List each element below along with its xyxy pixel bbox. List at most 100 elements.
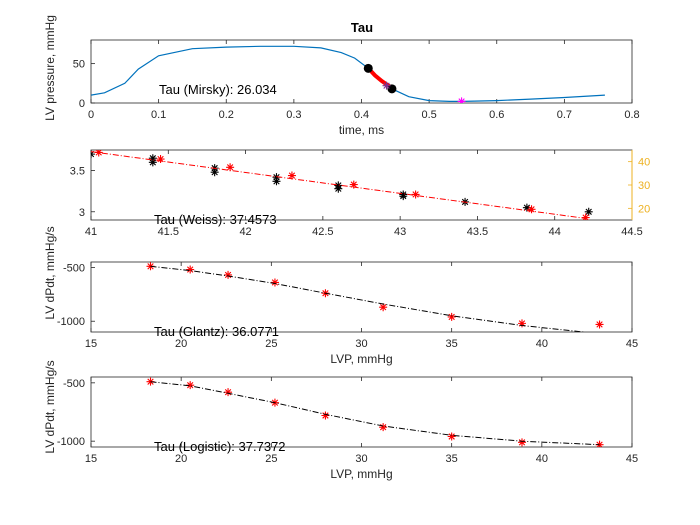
plot-frame xyxy=(90,149,633,221)
y-tick-label: -1000 xyxy=(57,436,85,448)
data-point-black xyxy=(272,173,281,182)
x-axis-label-p3: LVP, mmHg xyxy=(330,352,392,366)
data-point-black xyxy=(148,158,157,167)
y-axis-label-pressure: LV pressure, mmHg xyxy=(43,15,57,121)
x-tick-label: 35 xyxy=(446,453,458,465)
x-tick-label: 35 xyxy=(446,338,458,350)
data-point-red xyxy=(186,381,195,390)
x-tick-label: 41 xyxy=(85,226,97,238)
y2-tick-label: 30 xyxy=(638,180,650,192)
y-tick-label: -500 xyxy=(63,378,85,390)
x-tick-label: 0.1 xyxy=(151,109,166,121)
fit-line xyxy=(91,151,586,219)
data-point-black xyxy=(91,150,95,159)
x-tick-label: 41.5 xyxy=(158,226,179,238)
data-point-red xyxy=(226,163,235,172)
data-point-red xyxy=(379,303,388,312)
star-marker xyxy=(382,81,391,90)
x-tick-label: 44 xyxy=(549,226,561,238)
data-point-red xyxy=(595,440,604,447)
data-point-red xyxy=(447,432,456,441)
x-tick-label: 30 xyxy=(355,338,367,350)
data-point-red xyxy=(517,438,526,447)
data-point-red xyxy=(321,411,330,420)
data-point-red xyxy=(156,155,165,164)
x-axis-label: LVP, mmHg xyxy=(330,467,392,481)
data-point-red xyxy=(379,423,388,432)
data-point-black xyxy=(522,203,531,212)
x-tick-label: 40 xyxy=(536,338,548,350)
x-tick-label: 20 xyxy=(175,338,187,350)
data-point-red xyxy=(411,190,420,199)
data-point-red xyxy=(581,213,590,220)
fit-line xyxy=(150,381,600,446)
minimum-marker xyxy=(457,97,466,103)
x-tick-label: 30 xyxy=(355,453,367,465)
data-point-red xyxy=(287,171,296,180)
x-tick-label: 0 xyxy=(88,109,94,121)
x-tick-label: 20 xyxy=(175,453,187,465)
y-axis-label-dpdt-upper: LV dPdt, mmHg/s xyxy=(43,226,57,319)
y2-tick-label: 40 xyxy=(638,157,650,169)
x-axis-label: time, ms xyxy=(339,123,384,137)
series-group xyxy=(146,262,604,332)
x-tick-label: 25 xyxy=(265,453,277,465)
data-point-red xyxy=(270,278,279,287)
x-tick-label: 42 xyxy=(239,226,251,238)
series-group xyxy=(91,45,605,103)
x-tick-label: 15 xyxy=(85,338,97,350)
data-point-red xyxy=(224,270,233,279)
data-point-red xyxy=(186,265,195,274)
x-tick-label: 43.5 xyxy=(467,226,488,238)
data-point-red xyxy=(517,319,526,328)
axes-p4: 15 20 25 30 35 40 45 -1000 -500 LVP, mmHg Tau (Log… xyxy=(57,376,638,481)
fit-endpoint xyxy=(387,84,397,94)
plot-frame xyxy=(90,376,633,448)
tau-annotation: Tau (Logistic): 37.7372 xyxy=(154,439,286,454)
fit-endpoint xyxy=(363,63,373,73)
axes-p3: 15 20 25 30 35 40 45 -1000 -500 Tau (Glantz): 36.… xyxy=(57,261,638,350)
x-tick-label: 44.5 xyxy=(621,226,642,238)
x-tick-label: 45 xyxy=(626,338,638,350)
x-tick-label: 0.6 xyxy=(489,109,504,121)
x-tick-label: 0.7 xyxy=(557,109,572,121)
data-point-red xyxy=(94,150,103,157)
x-tick-label: 0.3 xyxy=(286,109,301,121)
data-point-red xyxy=(527,205,536,214)
series-group xyxy=(146,377,604,447)
data-point-red xyxy=(447,312,456,321)
y-tick-label: 0 xyxy=(79,98,85,110)
x-tick-label: 45 xyxy=(626,453,638,465)
tau-annotation: Tau (Weiss): 37.4573 xyxy=(154,212,277,227)
data-point-black xyxy=(148,154,157,163)
axes-p1: 0 0.1 0.2 0.3 0.4 0.5 0.6 0.7 0.8 0 50 time, ms Tau … xyxy=(73,39,640,137)
data-point-red xyxy=(224,388,233,397)
figure-title: Tau xyxy=(351,20,373,35)
x-tick-label: 40 xyxy=(536,453,548,465)
x-tick-label: 15 xyxy=(85,453,97,465)
x-tick-label: 0.5 xyxy=(421,109,436,121)
plot-frame xyxy=(90,261,633,333)
data-point-black xyxy=(399,192,408,201)
y-tick-label: -500 xyxy=(63,262,85,274)
data-point-black xyxy=(272,177,281,186)
y-tick-label: -1000 xyxy=(57,316,85,328)
x-tick-label: 43 xyxy=(394,226,406,238)
y-tick-label: 3.5 xyxy=(70,166,85,178)
x-tick-label: 25 xyxy=(265,338,277,350)
x-tick-label: 42.5 xyxy=(312,226,333,238)
x-tick-label: 0.4 xyxy=(354,109,369,121)
x-tick-label: 0.8 xyxy=(624,109,639,121)
y2-tick-label: 20 xyxy=(638,203,650,215)
data-point-black xyxy=(334,184,343,193)
axes-p2: 41 41.5 42 42.5 43 43.5 44 44.5 3 3.5 20 30 40 Tau (W… xyxy=(70,149,650,238)
tau-annotation: Tau (Mirsky): 26.034 xyxy=(159,82,277,97)
data-point-red xyxy=(349,180,358,189)
data-point-black xyxy=(584,207,593,216)
data-point-red xyxy=(595,320,604,329)
tau-annotation: Tau (Glantz): 36.0771 xyxy=(154,324,279,339)
y-tick-label: 50 xyxy=(73,59,85,71)
pressure-curve xyxy=(91,45,605,102)
y-tick-label: 3 xyxy=(79,207,85,219)
